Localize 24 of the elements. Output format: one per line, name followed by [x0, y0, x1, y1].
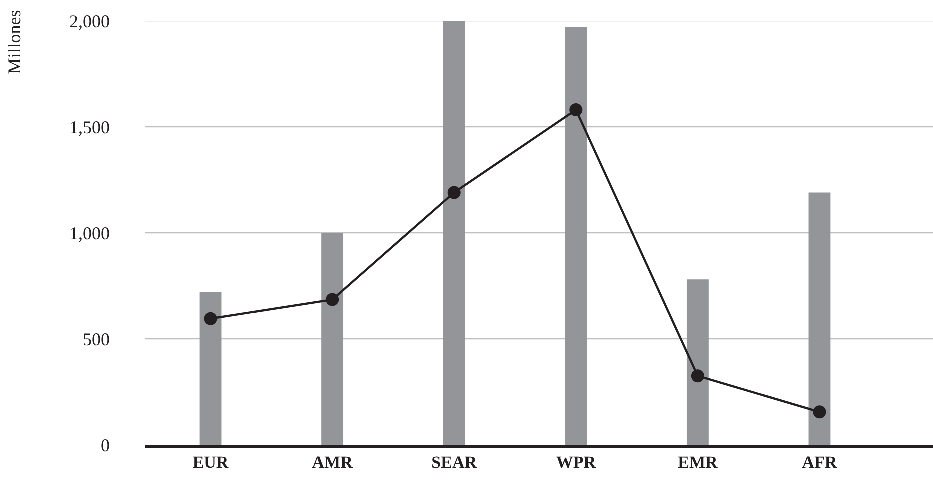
x-tick-label: EUR [192, 453, 230, 472]
y-tick-label: 1,500 [70, 117, 110, 138]
y-tick-label: 1,000 [70, 223, 110, 244]
point [448, 186, 461, 200]
y-tick-label: 500 [83, 329, 110, 350]
y-tick-label: 2,000 [70, 11, 110, 32]
bar [322, 233, 344, 445]
bar [443, 21, 466, 445]
x-tick-label: AFR [802, 453, 838, 472]
x-tick-label: EMR [678, 453, 718, 472]
point [570, 104, 583, 117]
x-tick-label: WPR [556, 453, 597, 472]
y-axis-title: Millones [4, 10, 25, 74]
x-tick-label: AMR [312, 453, 354, 472]
y-tick-label: 0 [101, 435, 110, 456]
bar [686, 280, 709, 445]
x-tick-label: SEAR [432, 453, 478, 472]
bar [808, 192, 831, 445]
point [204, 312, 218, 326]
point [813, 406, 826, 419]
bar [200, 292, 222, 445]
point [326, 293, 340, 306]
bar [565, 27, 588, 445]
point [691, 370, 704, 383]
